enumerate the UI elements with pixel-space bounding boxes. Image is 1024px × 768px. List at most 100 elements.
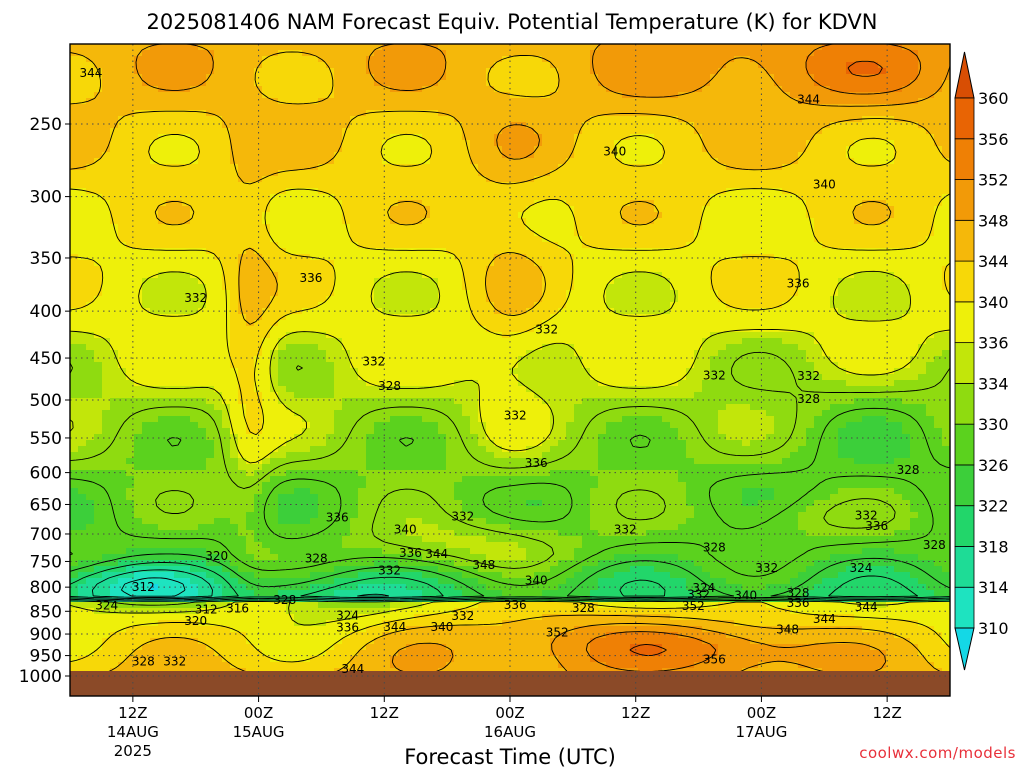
- colorbar-swatch: [954, 179, 975, 221]
- contour-label: 344: [79, 66, 102, 80]
- credit-text: coolwx.com/models: [859, 744, 1016, 762]
- contour-label: 332: [378, 563, 401, 577]
- contour-label: 332: [451, 609, 474, 623]
- colorbar-max-arrow: [954, 51, 975, 99]
- contour-label: 340: [603, 145, 626, 159]
- chart-title: 2025081406 NAM Forecast Equiv. Potential…: [147, 10, 878, 34]
- y-axis: 250 300 350 400 450 500 550 600 650 700 750 800 850 9…: [19, 115, 70, 687]
- contour-label: 328: [923, 538, 946, 552]
- colorbar-swatch: [954, 219, 975, 262]
- colorbar-swatch: [954, 260, 975, 303]
- contour-label: 332: [855, 508, 878, 522]
- contour-label: 336: [865, 519, 888, 533]
- contour-label: 324: [95, 599, 118, 613]
- contour-label: 332: [504, 409, 527, 423]
- y-tick-label: 800: [30, 578, 62, 598]
- contour-label: 332: [797, 369, 820, 383]
- contour-label: 340: [430, 620, 453, 634]
- contour-label: 328: [787, 586, 810, 600]
- grid-lines: [70, 44, 950, 696]
- contour-label: 344: [425, 547, 448, 561]
- y-tick-label: 550: [30, 429, 62, 449]
- contour-label: 312: [195, 602, 218, 616]
- contour-label: 336: [787, 596, 810, 610]
- contour-label: 332: [755, 561, 778, 575]
- y-tick-label: 450: [30, 349, 62, 369]
- colorbar-swatch: [954, 505, 975, 547]
- contour-label: 344: [341, 662, 364, 676]
- x-tick-date: 17AUG: [735, 723, 787, 741]
- colorbar-label: 318: [978, 537, 1009, 556]
- contour-label: 320: [205, 549, 228, 563]
- y-tick-label: 400: [30, 302, 62, 322]
- contour-label: 336: [326, 511, 349, 525]
- contour-label: 348: [776, 623, 799, 637]
- contour-label: 316: [226, 601, 249, 615]
- y-tick-label: 300: [30, 188, 62, 208]
- contour-label: 332: [614, 522, 637, 536]
- colorbar-swatch: [954, 464, 975, 507]
- colorbar-label: 348: [978, 211, 1009, 230]
- colorbar-label: 322: [978, 497, 1009, 516]
- colorbar-label: 336: [978, 334, 1009, 353]
- colorbar-swatch: [954, 586, 975, 629]
- colorbar-label: 344: [978, 252, 1009, 271]
- contour-label: 332: [362, 355, 385, 369]
- x-tick-date: 14AUG: [107, 723, 159, 741]
- y-tick-label: 650: [30, 495, 62, 515]
- contour-label: 332: [184, 291, 207, 305]
- contour-label: 340: [525, 574, 548, 588]
- contour-label: 336: [399, 546, 422, 560]
- colorbar-swatch: [954, 301, 975, 344]
- colorbar-min-arrow: [954, 627, 975, 671]
- contour-label: 336: [504, 598, 527, 612]
- contour-label: 324: [849, 561, 872, 575]
- x-tick-label: 00Z: [747, 704, 776, 722]
- contour-label: 328: [305, 551, 328, 565]
- colorbar-label: 360: [978, 89, 1009, 108]
- colorbar-swatch: [954, 138, 975, 180]
- contour-label: 332: [703, 368, 726, 382]
- y-tick-label: 250: [30, 115, 62, 135]
- contour-label: 328: [797, 392, 820, 406]
- contour-label: 312: [132, 580, 155, 594]
- contour-label: 328: [897, 463, 920, 477]
- contour-label: 332: [163, 654, 186, 668]
- y-tick-label: 950: [30, 647, 62, 667]
- contour-label: 336: [525, 456, 548, 470]
- contour-label: 352: [546, 626, 569, 640]
- y-tick-label: 850: [30, 602, 62, 622]
- contour-label: 332: [535, 323, 558, 337]
- contour-label: 344: [383, 620, 406, 634]
- contour-label: 336: [299, 271, 322, 285]
- colorbar-swatch: [954, 382, 975, 425]
- colorbar-label: 314: [978, 578, 1009, 597]
- y-tick-label: 600: [30, 464, 62, 484]
- colorbar-label: 326: [978, 456, 1009, 475]
- contour-label: 324: [336, 608, 359, 622]
- x-tick-year: 2025: [114, 742, 152, 760]
- contour-label: 328: [703, 540, 726, 554]
- colorbar-label: 330: [978, 415, 1009, 434]
- contour-label: 348: [472, 558, 495, 572]
- colorbar-label: 334: [978, 374, 1009, 393]
- colorbar-swatch: [954, 342, 975, 384]
- colorbar-swatch: [954, 546, 975, 588]
- contour-path: [70, 44, 950, 696]
- contour-label: 332: [687, 588, 710, 602]
- y-tick-label: 500: [30, 391, 62, 411]
- contour-label: 340: [734, 589, 757, 603]
- x-tick-date: 16AUG: [484, 723, 536, 741]
- y-tick-label: 1000: [19, 667, 62, 687]
- x-tick-label: 12Z: [621, 704, 650, 722]
- y-tick-label: 350: [30, 249, 62, 269]
- contour-label: 340: [813, 177, 836, 191]
- colorbar-label: 340: [978, 293, 1009, 312]
- x-axis-label: Forecast Time (UTC): [404, 745, 616, 768]
- contour-label: 320: [184, 614, 207, 628]
- x-tick-date: 15AUG: [233, 723, 285, 741]
- colorbar-label: 352: [978, 171, 1009, 190]
